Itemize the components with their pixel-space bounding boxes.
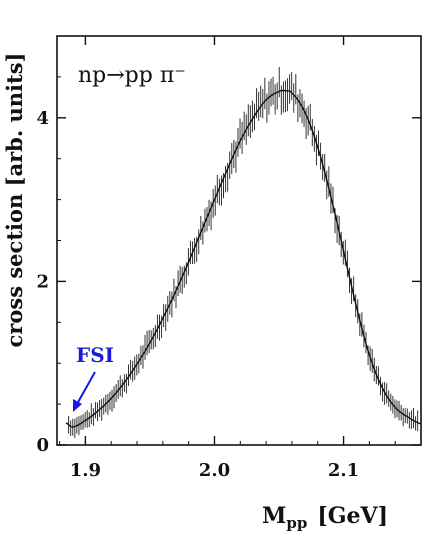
x-tick-label: 2.1 (328, 460, 359, 481)
fsi-label: FSI (76, 343, 114, 367)
y-tick-label: 4 (36, 108, 49, 129)
x-axis-label-unit: [GeV] (317, 503, 388, 529)
x-axis-label-main: M (262, 503, 286, 529)
x-tick-label: 1.9 (70, 460, 101, 481)
y-tick-label: 2 (36, 271, 49, 292)
x-axis-label: Mpp [GeV] (262, 503, 388, 532)
x-tick-labels: 1.9 2.0 2.1 (70, 460, 359, 481)
fsi-arrow-head (73, 399, 82, 412)
fsi-arrow-line (76, 371, 96, 405)
x-axis-label-sub: pp (286, 514, 307, 532)
reaction-label: np→pp π⁻ (78, 63, 186, 88)
plot-area (56, 35, 422, 446)
data-error-bars (68, 66, 419, 439)
y-tick-labels: 0 2 4 (36, 108, 49, 456)
y-axis-label: cross section [arb. units] (2, 53, 27, 348)
axis-ticks (57, 36, 421, 446)
y-tick-label: 0 (36, 435, 49, 456)
x-tick-label: 2.0 (199, 460, 230, 481)
fit-curve (65, 89, 422, 428)
